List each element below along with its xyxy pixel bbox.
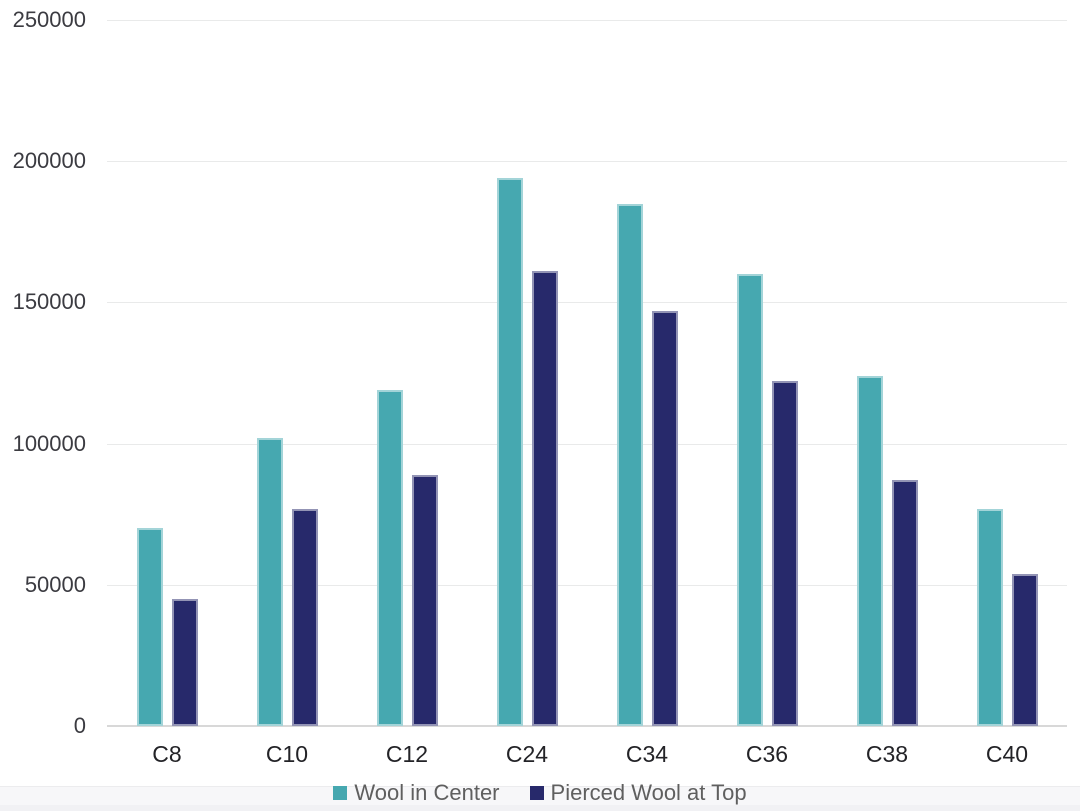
x-tick-label: C10 <box>265 741 309 767</box>
bar-wool-in-center-c38 <box>856 375 883 726</box>
y-tick-label: 150000 <box>12 289 86 315</box>
legend-swatch-icon <box>333 786 348 800</box>
x-axis-line <box>107 725 1067 727</box>
y-tick-label: 0 <box>73 713 86 738</box>
legend: Wool in Center Pierced Wool at Top <box>0 779 1080 807</box>
x-tick-label: C34 <box>625 741 669 767</box>
legend-item-pierced-wool-at-top: Pierced Wool at Top <box>529 780 747 806</box>
legend-label: Pierced Wool at Top <box>550 780 747 805</box>
x-tick-label: C8 <box>152 741 182 767</box>
legend-label: Wool in Center <box>354 780 500 805</box>
gridline <box>107 161 1067 163</box>
x-tick-label: C38 <box>865 741 909 767</box>
gridline <box>107 20 1067 21</box>
legend-swatch-icon <box>529 786 544 800</box>
bar-pierced-wool-at-top-c8 <box>171 598 198 726</box>
bar-wool-in-center-c8 <box>136 528 163 726</box>
gridline <box>107 443 1067 445</box>
x-tick-label: C40 <box>985 741 1029 767</box>
bar-wool-in-center-c24 <box>496 178 523 726</box>
gridline <box>107 302 1067 304</box>
y-tick-label: 50000 <box>24 571 86 597</box>
x-tick-label: C24 <box>505 741 549 767</box>
bar-wool-in-center-c34 <box>616 203 643 726</box>
x-tick-label: C36 <box>745 741 789 767</box>
bar-pierced-wool-at-top-c40 <box>1011 573 1038 726</box>
gridline <box>107 584 1067 586</box>
bar-wool-in-center-c10 <box>256 437 283 726</box>
bar-pierced-wool-at-top-c38 <box>891 480 918 726</box>
bar-pierced-wool-at-top-c10 <box>291 508 318 726</box>
y-tick-label: 200000 <box>12 148 86 174</box>
bar-wool-in-center-c12 <box>376 389 403 726</box>
y-tick-label: 250000 <box>12 7 86 32</box>
bar-pierced-wool-at-top-c36 <box>771 381 798 726</box>
bar-pierced-wool-at-top-c24 <box>531 271 558 726</box>
bar-wool-in-center-c40 <box>976 508 1003 726</box>
bar-wool-in-center-c36 <box>736 274 763 726</box>
legend-band-bottom <box>0 805 1080 811</box>
legend-item-wool-in-center: Wool in Center <box>333 780 500 806</box>
bar-pierced-wool-at-top-c12 <box>411 474 438 726</box>
y-tick-label: 100000 <box>12 430 86 456</box>
x-tick-label: C12 <box>385 741 429 767</box>
bar-pierced-wool-at-top-c34 <box>651 310 678 726</box>
